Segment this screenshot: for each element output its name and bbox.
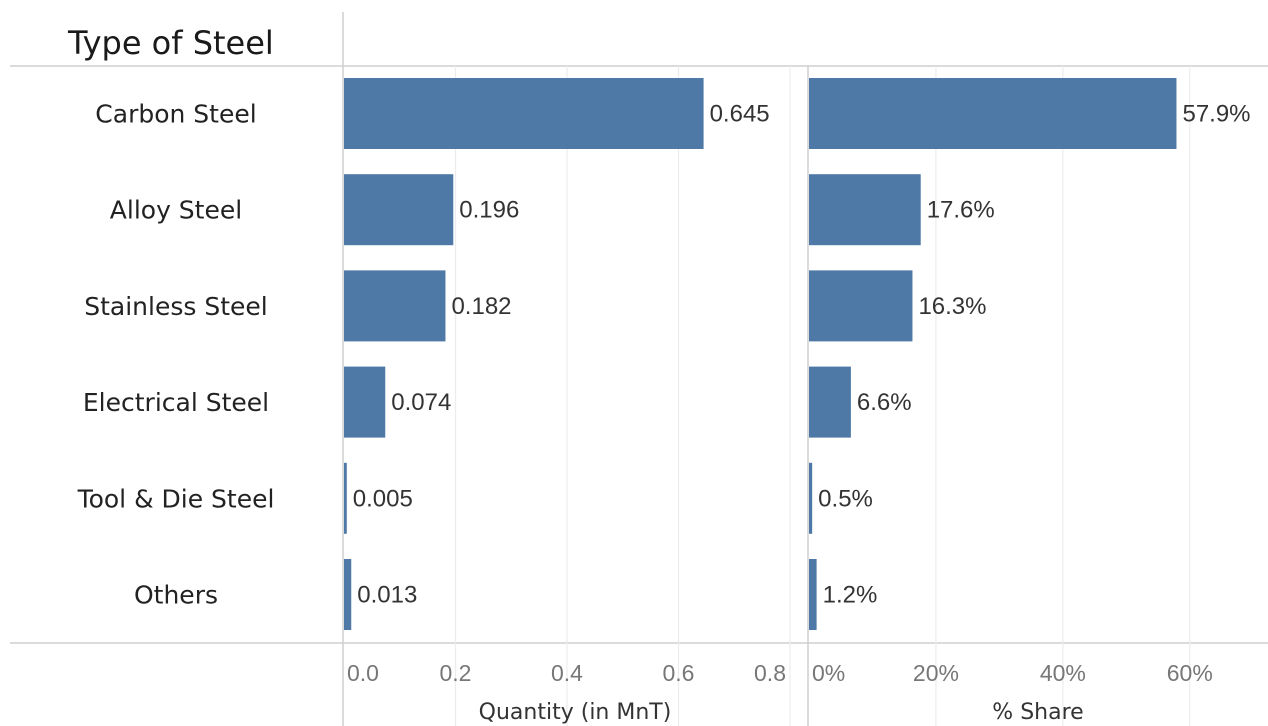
quantity-axis-title: Quantity (in MnT)	[479, 700, 672, 725]
category-label: Electrical Steel	[83, 388, 269, 417]
category-label: Tool & Die Steel	[77, 484, 275, 513]
share-bar	[809, 174, 921, 246]
quantity-bar	[344, 78, 704, 149]
grid-lines	[454, 66, 1191, 726]
category-labels: Carbon Steel Alloy Steel Stainless Steel El…	[77, 100, 275, 610]
quantity-bar	[344, 270, 446, 342]
quantity-bar	[344, 366, 386, 438]
quantity-tick-label: 0.4	[551, 660, 583, 686]
share-bar	[809, 462, 813, 534]
quantity-panel: 0.0 0.2 0.4 0.6 0.8 Quantity (in MnT) 0.645 0.1…	[344, 78, 786, 725]
share-panel: 0% 20% 40% 60% % Share 57.9% 17.6% 16.3% 6.6% 0.5…	[809, 78, 1251, 725]
quantity-tick-label: 0.6	[663, 660, 695, 686]
category-label: Alloy Steel	[110, 196, 242, 225]
quantity-value-label: 0.013	[357, 582, 417, 609]
share-value-label: 16.3%	[918, 293, 986, 320]
share-axis-title: % Share	[992, 700, 1083, 725]
quantity-bar	[344, 462, 347, 534]
share-value-label: 0.5%	[818, 485, 873, 512]
share-value-label: 17.6%	[927, 197, 995, 224]
quantity-tick-label: 0.8	[754, 660, 786, 686]
share-tick-label: 0%	[812, 660, 845, 686]
row-header-title: Type of Steel	[67, 24, 274, 62]
quantity-bar	[344, 559, 352, 630]
category-label: Carbon Steel	[95, 100, 256, 129]
share-value-label: 1.2%	[823, 582, 878, 609]
share-bar	[809, 270, 913, 342]
share-tick-label: 60%	[1167, 660, 1213, 686]
category-label: Others	[134, 581, 218, 610]
share-value-label: 57.9%	[1182, 101, 1250, 128]
quantity-value-label: 0.005	[353, 485, 413, 512]
quantity-tick-label: 0.0	[347, 660, 379, 686]
share-tick-label: 20%	[913, 660, 959, 686]
share-value-label: 6.6%	[857, 389, 912, 416]
share-bar	[809, 559, 817, 630]
category-label: Stainless Steel	[84, 292, 267, 321]
share-tick-label: 40%	[1040, 660, 1086, 686]
quantity-value-label: 0.182	[451, 293, 511, 320]
share-bar	[809, 366, 851, 438]
quantity-tick-label: 0.2	[440, 660, 472, 686]
quantity-value-label: 0.645	[710, 101, 770, 128]
quantity-value-label: 0.196	[459, 197, 519, 224]
quantity-value-label: 0.074	[391, 389, 451, 416]
quantity-bar	[344, 174, 454, 246]
share-bar	[809, 78, 1177, 149]
